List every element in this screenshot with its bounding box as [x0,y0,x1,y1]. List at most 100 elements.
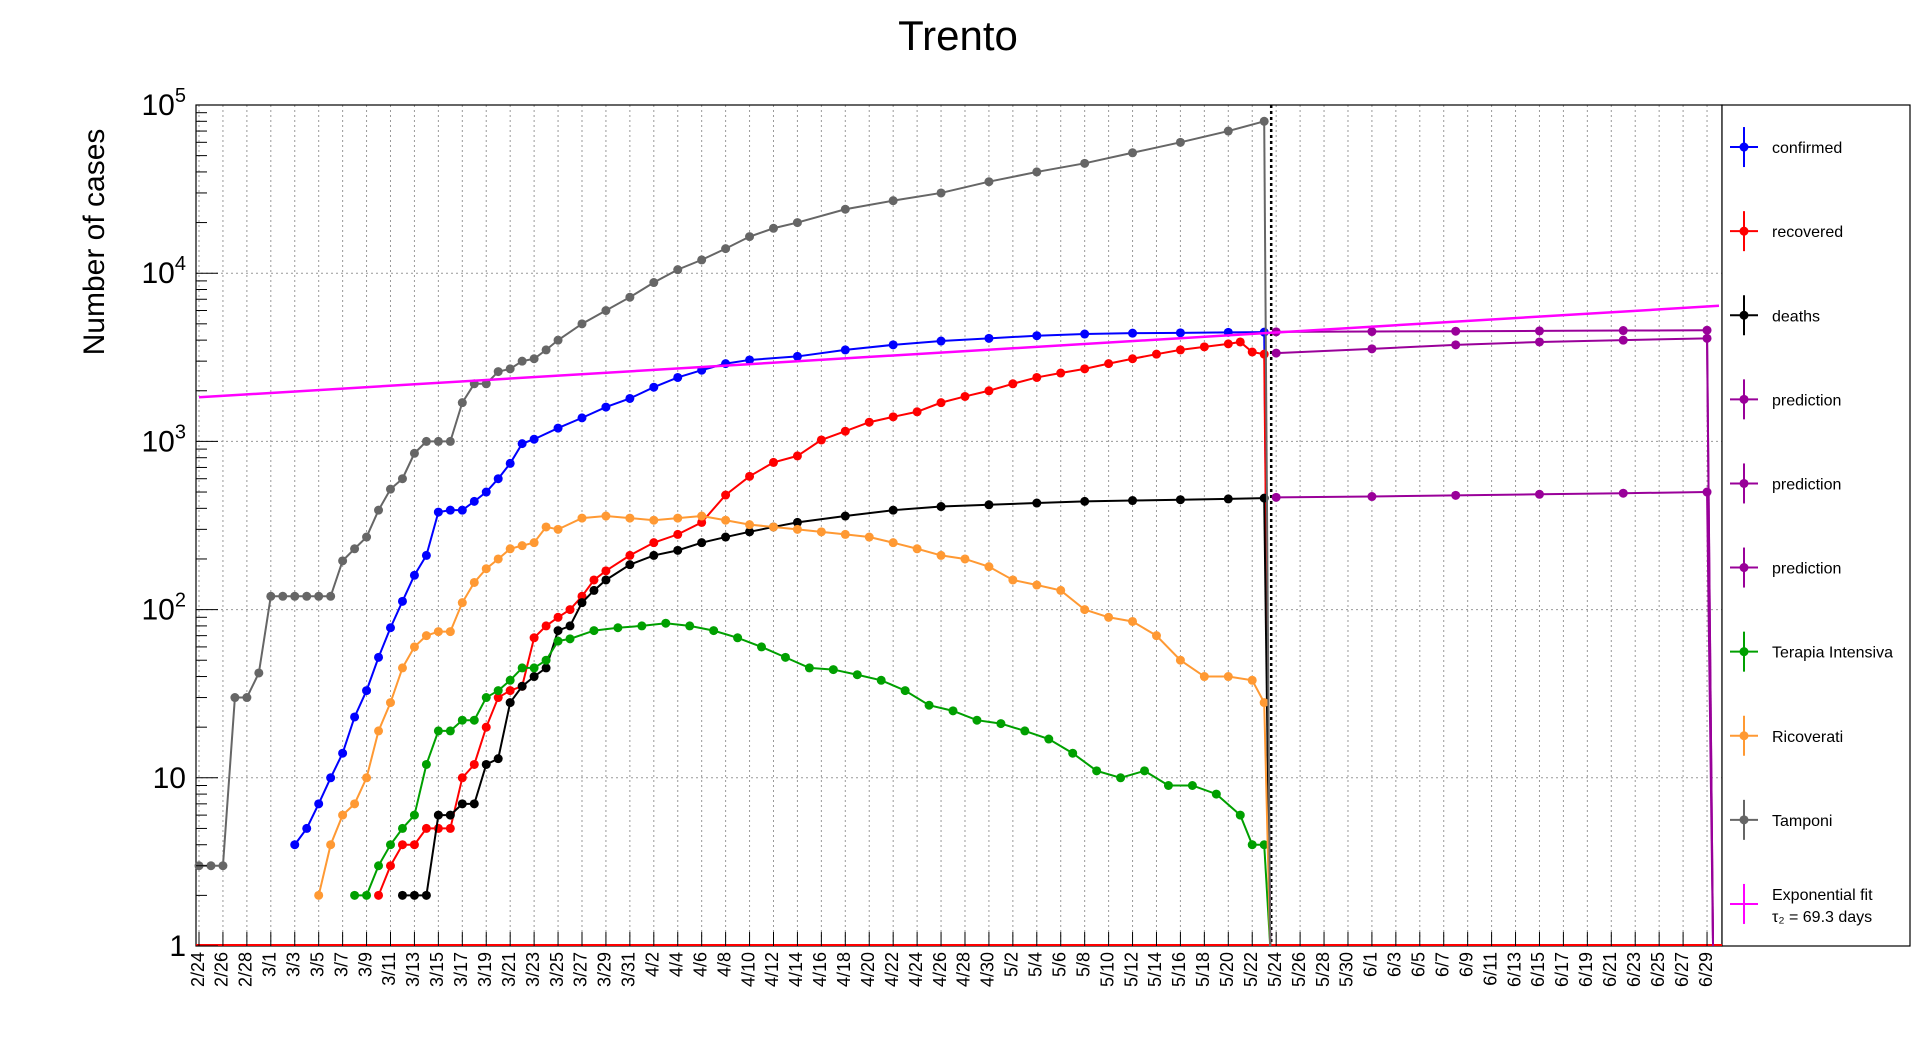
data-point [685,621,695,631]
data-point [1451,340,1461,350]
data-point [1367,492,1377,502]
data-point [745,471,755,481]
x-tick-label: 3/27 [571,952,591,987]
data-point [1175,495,1185,505]
x-tick-label: 4/18 [834,952,854,987]
series-line [293,331,1265,846]
data-point [517,681,527,691]
data-point [589,585,599,595]
x-tick-label: 2/26 [212,952,232,987]
data-point [1247,347,1257,357]
x-tick-label: 6/1 [1361,952,1381,977]
data-point [577,513,587,523]
data-point [1032,580,1042,590]
data-point [421,631,431,641]
data-point [1199,342,1209,352]
x-tick-label: 3/25 [547,952,567,987]
data-point [1032,167,1042,177]
data-point [1618,335,1628,345]
series-line [1276,491,1708,499]
data-point [505,675,515,685]
data-point [242,693,252,703]
series-layer [194,116,1722,947]
data-point [493,474,503,484]
data-point [493,754,503,764]
y-tick-label: 1 [169,930,186,963]
data-point [745,520,755,530]
x-tick-label: 3/7 [331,952,351,977]
data-point [984,333,994,343]
data-point [409,570,419,580]
data-point [493,686,503,696]
data-point [553,335,563,345]
data-point [338,556,348,566]
data-point [912,407,922,417]
data-point [1020,726,1030,736]
series-drop [1706,492,1715,947]
legend-label: prediction [1772,392,1841,409]
data-point [1128,496,1138,506]
x-tick-label: 3/15 [427,952,447,987]
x-tick-label: 6/5 [1409,952,1429,977]
data-point [828,665,838,675]
x-tick-label: 5/30 [1337,952,1357,987]
data-point [960,554,970,564]
data-point [792,517,802,527]
data-point [385,484,395,494]
x-tick-label: 4/30 [978,952,998,987]
data-point [768,522,778,532]
x-tick-label: 6/9 [1456,952,1476,977]
data-point [1151,349,1161,359]
x-tick-label: 4/24 [906,952,926,987]
data-point [900,686,910,696]
data-point [840,204,850,214]
data-point [757,642,767,652]
data-point [529,538,539,548]
data-point [888,412,898,422]
data-point [565,634,575,644]
data-point [457,398,467,408]
data-point [649,515,659,525]
x-tick-label: 5/2 [1002,952,1022,977]
data-point [505,544,515,554]
data-point [433,726,443,736]
data-point [577,319,587,329]
data-point [601,511,611,521]
x-tick-label: 5/22 [1241,952,1261,987]
data-point [1367,344,1377,354]
x-tick-label: 6/21 [1600,952,1620,987]
data-point [385,698,395,708]
data-point [804,663,814,673]
data-point [565,621,575,631]
data-point [469,577,479,587]
legend-marker-dot [1739,647,1749,657]
data-point [445,436,455,446]
data-point [1151,631,1161,641]
data-point [780,652,790,662]
data-point [290,591,300,601]
data-point [290,840,300,850]
series-line [317,515,1266,896]
data-point [721,515,731,525]
legend-box [1721,104,1911,947]
data-point [493,693,503,703]
data-point [792,451,802,461]
series-line [402,497,1265,897]
data-point [374,505,384,515]
data-point [421,890,431,900]
x-tick-label: 4/16 [810,952,830,987]
data-point [996,719,1006,729]
data-point [1175,655,1185,665]
data-point [601,402,611,412]
data-point [505,698,515,708]
data-point [589,626,599,636]
chart-title: Trento [898,12,1018,59]
data-point [1175,328,1185,338]
x-tick-label: 4/4 [666,952,686,977]
data-point [745,232,755,242]
data-point [505,686,515,696]
data-point [852,670,862,680]
series-line [1276,337,1708,355]
x-tick-label: 5/14 [1145,952,1165,987]
data-point [625,292,635,302]
